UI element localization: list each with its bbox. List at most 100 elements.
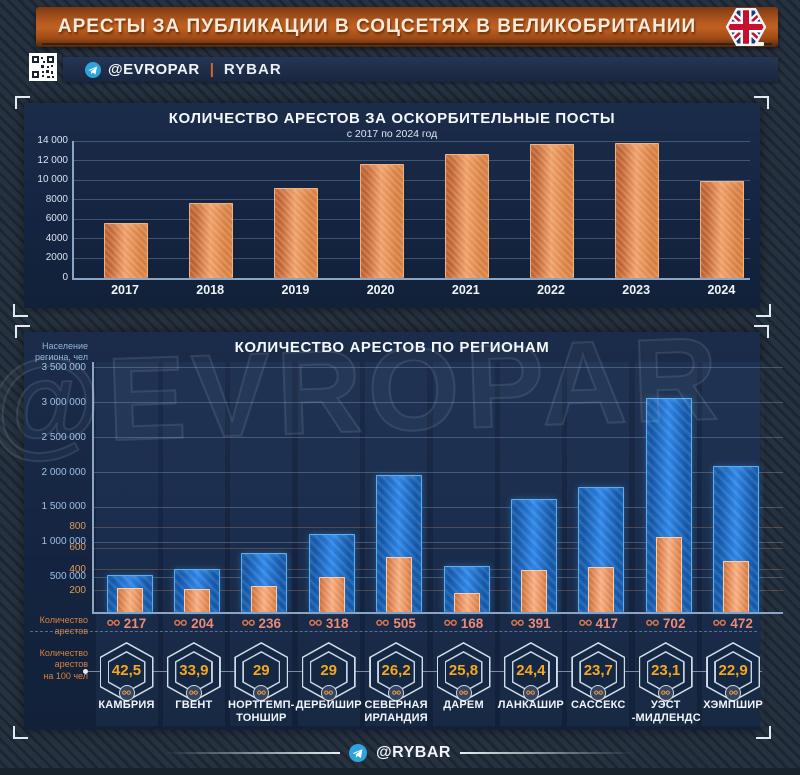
gridline (74, 199, 750, 201)
handcuffs-badge-icon (455, 685, 472, 701)
x-tick-label: 2022 (537, 283, 565, 297)
x-tick-label: 2019 (281, 283, 310, 297)
region-name: ГВЕНТ (175, 699, 213, 711)
bar (274, 187, 319, 278)
arrests-bar (453, 593, 480, 612)
y-tick-label: 8000 (45, 193, 68, 205)
arrest-count: 217 (94, 615, 160, 631)
arrests-bar (723, 560, 750, 612)
handcuffs-badge-icon (657, 685, 674, 701)
corner-bracket (15, 96, 30, 109)
arrests-row-label: Количество арестов (39, 615, 88, 637)
x-tick-label: 2020 (366, 283, 395, 297)
corner-bracket (13, 726, 28, 739)
gridline (74, 179, 750, 181)
arrests-tick-label: 400 (69, 563, 86, 575)
uk-flag-icon (725, 7, 767, 47)
population-tick-label: 3 500 000 (41, 361, 87, 373)
population-bar (713, 465, 760, 612)
corner-bracket (756, 726, 771, 739)
hexagon-inner-fill (715, 652, 751, 692)
x-tick-label: 2018 (196, 283, 225, 297)
arrest-count-value: 391 (528, 615, 551, 631)
footer-line (459, 752, 635, 754)
arrests-gridline (94, 526, 783, 528)
handcuffs-badge-icon (118, 685, 135, 701)
header-banner: АРЕСТЫ ЗА ПУБЛИКАЦИИ В СОЦСЕТЯХ В ВЕЛИКО… (36, 7, 778, 47)
corner-bracket (13, 304, 28, 317)
corner-bracket (754, 325, 769, 338)
region-name: СЕВЕРНАЯ ИРЛАНДИЯ (364, 699, 428, 725)
handcuffs-badge-icon (320, 685, 337, 701)
gridline (94, 472, 783, 474)
arrests-gridline (94, 547, 783, 549)
handcuffs-icon (646, 619, 659, 627)
per-100-value: 29 (320, 662, 338, 679)
gridline (94, 576, 783, 578)
corner-bracket (756, 304, 771, 317)
y-tick-label: 4000 (45, 232, 68, 244)
arrest-count: 318 (296, 615, 362, 631)
handcuffs-icon (106, 619, 120, 627)
population-tick-label: 3 000 000 (41, 396, 87, 408)
bar (615, 143, 660, 278)
handcuffs-badge-icon (725, 685, 742, 701)
gridline (74, 218, 750, 220)
bar (189, 203, 234, 278)
per-100-hexagon: 29 (234, 642, 289, 702)
gridline (94, 367, 783, 369)
source-bar: @EVROPAR | RYBAR (63, 57, 778, 82)
gridline (94, 437, 783, 439)
arrest-count-value: 505 (393, 615, 416, 631)
telegram-icon (349, 744, 368, 762)
region-name: ЛАНКАШИР (497, 699, 564, 711)
handcuffs-badge-icon (185, 685, 202, 701)
telegram-icon (85, 61, 101, 78)
handcuffs-icon (241, 619, 255, 627)
per-100-value: 22,9 (718, 662, 748, 679)
per-100-value: 26,2 (381, 662, 411, 679)
gridline (94, 402, 783, 404)
footer-line (165, 752, 341, 754)
arrests-per-100-label: Количество арестов на 100 чел (39, 648, 88, 681)
hexagon-inner-fill (176, 652, 212, 692)
arrest-count: 168 (431, 615, 497, 631)
x-tick-label: 2017 (111, 283, 139, 297)
bar (359, 164, 404, 278)
region-name: УЭСТ -МИДЛЕНДС (631, 699, 701, 725)
arrests-bar (520, 569, 547, 612)
arrest-count: 702 (633, 615, 699, 631)
population-tick-label: 1 000 000 (41, 536, 87, 548)
arrest-count: 472 (700, 615, 766, 631)
header-underline (42, 43, 772, 45)
brand-label: RYBAR (223, 61, 282, 78)
handcuffs-badge-icon (253, 685, 270, 701)
arrests-bar (588, 566, 615, 612)
hexagon-inner-fill (580, 652, 616, 692)
arrest-count-value: 702 (662, 615, 686, 631)
corner-bracket (754, 96, 769, 109)
region-name: ДАРЕМ (443, 699, 484, 711)
y-tick-label: 2000 (45, 252, 68, 264)
per-100-hexagon: 33,9 (166, 642, 221, 702)
arrest-count-value: 318 (325, 615, 349, 631)
arrests-bar (655, 536, 682, 612)
corner-bracket (15, 325, 30, 338)
x-tick-label: 2024 (707, 283, 736, 297)
population-tick-label: 1 500 000 (41, 501, 87, 513)
arrests-bar (183, 589, 210, 612)
arrests-tick-label: 800 (69, 521, 86, 533)
per-100-hexagon: 29 (301, 642, 356, 702)
region-name: ХЭМПШИР (703, 699, 763, 711)
arrests-bar (116, 588, 143, 612)
arrests-gridline (94, 569, 783, 571)
chart2-plot: 500 000 1 000 000 1 500 000 2 000 000 2 500 … (42, 362, 783, 614)
per-100-value: 33,9 (179, 662, 209, 679)
gridline (74, 160, 750, 162)
separator: | (209, 61, 214, 78)
per-100-hexagon: 23,7 (571, 642, 626, 702)
arrest-count-value: 236 (258, 615, 282, 631)
y-tick-label: 10 000 (37, 174, 68, 186)
arrest-count-value: 217 (123, 615, 147, 631)
handcuffs-icon (578, 619, 592, 627)
